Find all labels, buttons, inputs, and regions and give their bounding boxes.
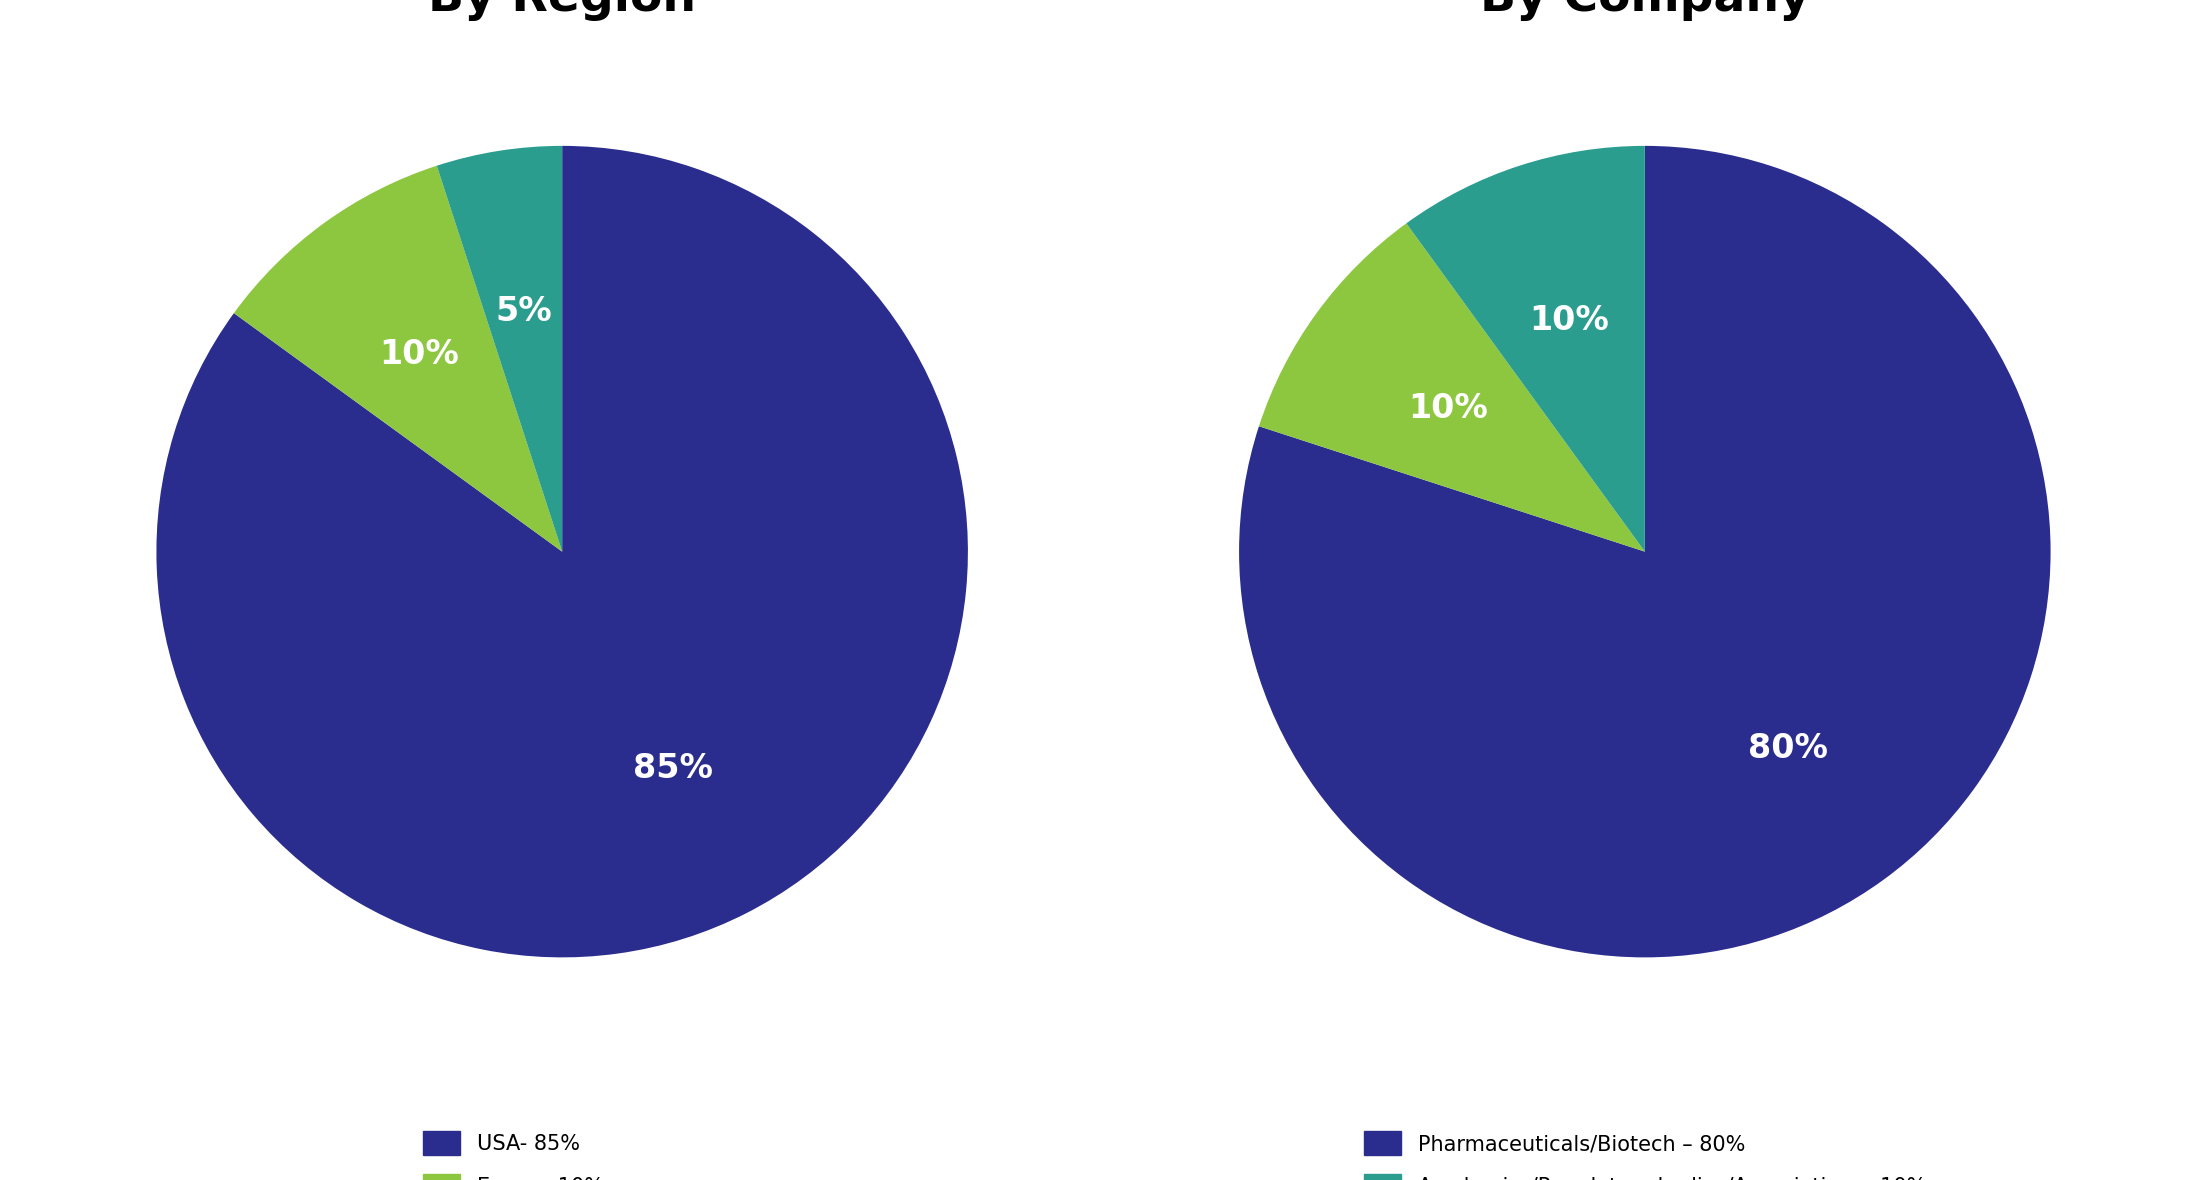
Text: 10%: 10% bbox=[1408, 392, 1488, 425]
Text: 85%: 85% bbox=[633, 752, 713, 785]
Wedge shape bbox=[437, 146, 563, 551]
Wedge shape bbox=[1406, 146, 1644, 551]
Wedge shape bbox=[157, 146, 969, 957]
Text: 5%: 5% bbox=[497, 295, 552, 328]
Text: 10%: 10% bbox=[1529, 303, 1609, 336]
Wedge shape bbox=[234, 165, 563, 551]
Title: By Region: By Region bbox=[428, 0, 695, 21]
Legend: USA- 85%, Europe-10%, Rest of the world- 5%: USA- 85%, Europe-10%, Rest of the world-… bbox=[413, 1121, 713, 1180]
Text: 10%: 10% bbox=[380, 339, 459, 372]
Legend: Pharmaceuticals/Biotech – 80%, Academics/Regulatory bodies/Associations– 10%, Se: Pharmaceuticals/Biotech – 80%, Academics… bbox=[1353, 1121, 1936, 1180]
Wedge shape bbox=[1238, 146, 2050, 957]
Title: By Company: By Company bbox=[1481, 0, 1810, 21]
Wedge shape bbox=[1258, 223, 1644, 551]
Text: 80%: 80% bbox=[1748, 732, 1827, 765]
